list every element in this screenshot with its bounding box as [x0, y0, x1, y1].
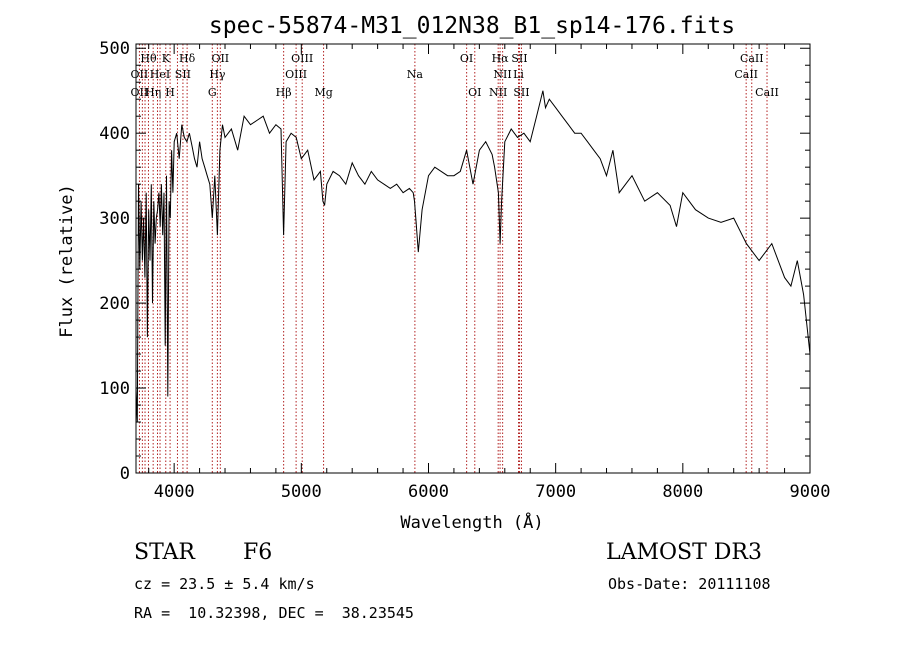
x-tick-label: 5000	[281, 482, 322, 502]
line-label: HeI	[150, 68, 170, 81]
line-label: Hδ	[179, 52, 196, 65]
line-label: NII	[489, 86, 507, 99]
x-tick-label: 9000	[790, 482, 831, 502]
chart-title: spec-55874-M31_012N38_B1_sp14-176.fits	[209, 13, 735, 39]
line-label: Mg	[314, 86, 332, 99]
line-label: OIII	[291, 52, 313, 65]
line-label: OII	[131, 86, 149, 99]
coordinates: RA = 10.32398, DEC = 38.23545	[134, 604, 414, 622]
object-subclass: F6	[243, 540, 273, 565]
line-label: G	[208, 86, 217, 99]
object-class: STAR	[134, 540, 195, 565]
line-label: Hβ	[276, 86, 292, 99]
line-label: OI	[468, 86, 481, 99]
line-label: Li	[513, 68, 524, 81]
y-tick-label: 0	[120, 464, 130, 484]
spectrum-line	[135, 90, 811, 423]
line-label: OI	[460, 52, 473, 65]
line-label: SII	[511, 52, 527, 65]
line-label: CaII	[740, 52, 764, 65]
redshift-cz: cz = 23.5 ± 5.4 km/s	[134, 575, 315, 593]
y-tick-label: 100	[99, 379, 130, 399]
x-tick-label: 4000	[154, 482, 195, 502]
line-label: SII	[513, 86, 529, 99]
x-tick-label: 7000	[535, 482, 576, 502]
line-label: CaII	[755, 86, 779, 99]
y-tick-label: 500	[99, 39, 130, 59]
line-label: Hη	[145, 86, 161, 99]
line-label: Hγ	[209, 68, 226, 81]
x-tick-label: 6000	[408, 482, 449, 502]
survey-name: LAMOST DR3	[606, 540, 762, 565]
line-label: H	[165, 86, 175, 99]
plot-frame	[135, 43, 811, 474]
y-tick-label: 200	[99, 294, 130, 314]
x-tick-label: 8000	[662, 482, 703, 502]
line-label: CaII	[734, 68, 758, 81]
line-label: Hθ	[140, 52, 157, 65]
y-tick-label: 300	[99, 209, 130, 229]
line-label: Na	[407, 68, 424, 81]
y-tick-label: 400	[99, 124, 130, 144]
line-label: Hα	[492, 52, 510, 65]
y-axis-label: Flux (relative)	[57, 184, 77, 338]
line-label: SII	[175, 68, 191, 81]
line-label: K	[162, 52, 171, 65]
line-label: NII	[493, 68, 511, 81]
observation-date: Obs-Date: 20111108	[608, 575, 771, 593]
line-label: OIII	[285, 68, 307, 81]
x-axis-label: Wavelength (Å)	[400, 511, 543, 533]
line-label: OII	[211, 52, 229, 65]
line-label: OII	[131, 68, 149, 81]
